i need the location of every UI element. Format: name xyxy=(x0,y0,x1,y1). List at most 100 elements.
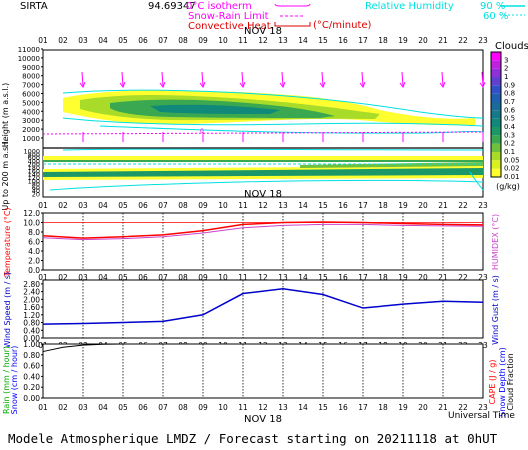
colorbar-swatch xyxy=(491,52,501,61)
rh-contour-low xyxy=(99,125,484,134)
top-hour-label: 11 xyxy=(238,36,248,45)
top-hour-label: 02 xyxy=(58,36,68,45)
wind-arrow-upper xyxy=(201,71,204,87)
bottom-hour-label: 16 xyxy=(338,403,348,412)
panel-ytick-temperature: 0.0 xyxy=(28,266,40,275)
wind-arrow-upper-head xyxy=(319,81,326,89)
hour-label-temp: 09 xyxy=(198,273,208,282)
cloud-ytick-upper: 11000 xyxy=(18,46,40,54)
convective-legend-label: Convective Heat. xyxy=(188,21,274,32)
isotherm-value-label: 0 xyxy=(200,128,204,135)
colorbar-level-label: 0.3 xyxy=(504,131,515,139)
colorbar-swatch xyxy=(491,143,501,152)
top-hour-label: 05 xyxy=(118,36,128,45)
hour-label-temp: 03 xyxy=(78,273,88,282)
colorbar-level-label: 0.6 xyxy=(504,106,516,114)
hour-label-mid: 18 xyxy=(378,201,388,210)
bottom-hour-label: 13 xyxy=(278,403,288,412)
colorbar-level-label: 0.01 xyxy=(504,173,520,181)
cloud-ytick-lower: 120 xyxy=(28,174,40,182)
hour-label-temp: 12 xyxy=(258,273,268,282)
hour-label-temp: 21 xyxy=(438,273,448,282)
wind-arrow-upper xyxy=(441,71,444,87)
top-hour-label: 23 xyxy=(478,36,488,45)
cloud-ytick-upper: 1000 xyxy=(22,135,40,143)
snow-depth-ylabel: Snow Depth (cm) xyxy=(498,347,507,416)
cloud-ytick-lower: 20 xyxy=(32,191,40,199)
wind-arrow-upper xyxy=(81,71,84,87)
bottom-hour-label: 11 xyxy=(238,403,248,412)
cloud-ytick-upper: 5000 xyxy=(22,99,40,107)
colorbar-swatch xyxy=(491,110,501,119)
panel-ytick-precipitation: 0.80 xyxy=(23,351,40,360)
colorbar-level-label: 0.1 xyxy=(504,148,515,156)
isotherm-legend-label: 0°C isotherm xyxy=(186,1,252,12)
hour-label-mid: 16 xyxy=(338,201,348,210)
panel-ytick-wind: 2.00 xyxy=(23,295,40,304)
wind-speed-ylabel: Wind Speed (m / s) xyxy=(3,272,12,348)
bottom-hour-label: 18 xyxy=(378,403,388,412)
wind-arrow-upper-head xyxy=(479,81,486,89)
panel-ytick-temperature: 4.0 xyxy=(28,247,40,256)
top-hour-label: 15 xyxy=(318,36,328,45)
top-hour-label: 22 xyxy=(458,36,468,45)
bottom-hour-label: 17 xyxy=(358,403,368,412)
hour-label-mid: 12 xyxy=(258,201,268,210)
legend-swatches xyxy=(274,3,525,27)
bottom-hour-label: 12 xyxy=(258,403,268,412)
top-date-label: NOV 18 xyxy=(244,26,282,37)
panel-ytick-precipitation: 0.20 xyxy=(23,383,40,392)
rh-60-label: 60 % xyxy=(483,11,508,22)
station-name: SIRTA xyxy=(20,1,48,12)
cloud-ytick-lower: 600 xyxy=(28,154,40,162)
top-hour-label: 03 xyxy=(78,36,88,45)
wind-arrow-upper-head xyxy=(239,81,246,89)
hour-label-temp: 11 xyxy=(238,273,248,282)
hour-label-temp: 19 xyxy=(398,273,408,282)
top-hour-label: 19 xyxy=(398,36,408,45)
cloud-ytick-upper: 10000 xyxy=(18,55,40,63)
bottom-date-label: NOV 18 xyxy=(244,414,282,425)
hour-label-temp: 06 xyxy=(138,273,148,282)
cloud-ytick-lower: 180 xyxy=(28,164,40,172)
top-hour-label: 20 xyxy=(418,36,428,45)
colorbar-swatch xyxy=(491,77,501,86)
colorbar-level-label: 0.7 xyxy=(504,98,515,106)
rh-contour-edge xyxy=(469,171,484,191)
hour-label-temp: 01 xyxy=(38,273,48,282)
hour-label-temp: 05 xyxy=(118,273,128,282)
hour-label-mid: 07 xyxy=(158,201,168,210)
bottom-hour-label: 23 xyxy=(478,403,488,412)
hour-label-temp: 04 xyxy=(98,273,108,282)
panel-frame-precipitation xyxy=(42,343,484,399)
temperature-ylabel: Temperature (°C) xyxy=(3,207,12,277)
rh-contour-upper xyxy=(62,89,484,119)
top-hour-label: 13 xyxy=(278,36,288,45)
hour-label-mid: 21 xyxy=(438,201,448,210)
rh-contour-base xyxy=(62,148,484,151)
cloud-ytick-upper: 4000 xyxy=(22,108,40,116)
colorbar-level-label: 3 xyxy=(504,56,508,64)
cloud-band-upper-peak xyxy=(150,104,280,114)
hour-label-mid: 13 xyxy=(278,201,288,210)
top-hour-label: 16 xyxy=(338,36,348,45)
bottom-hour-label: 19 xyxy=(398,403,408,412)
hour-label-temp: 08 xyxy=(178,273,188,282)
panel-ytick-temperature: 10.0 xyxy=(23,219,40,228)
cloud-ytick-lower: 800 xyxy=(28,151,40,159)
panel-ytick-temperature: 2.0 xyxy=(28,257,40,266)
wind-gust-ylabel: Wind Gust (m / s) xyxy=(491,275,500,345)
hour-label-temp: 10 xyxy=(218,273,228,282)
hour-label-mid: 01 xyxy=(38,201,48,210)
cloud-ytick-lower: 140 xyxy=(28,171,40,179)
snow-rain-legend-label: Snow-Rain Limit xyxy=(188,11,269,22)
colorbar-frame xyxy=(490,51,502,178)
panel-ytick-precipitation: 1.00 xyxy=(23,340,40,349)
hour-label-mid: 22 xyxy=(458,201,468,210)
wind-arrow-upper xyxy=(121,71,124,87)
panel-ytick-wind: 2.40 xyxy=(23,288,40,297)
colorbar-unit: (g/kg) xyxy=(496,182,520,191)
panel-ytick-wind: 1.20 xyxy=(23,311,40,320)
wind-arrow-upper xyxy=(161,71,164,87)
panel-ytick-precipitation: 0.00 xyxy=(23,394,40,403)
